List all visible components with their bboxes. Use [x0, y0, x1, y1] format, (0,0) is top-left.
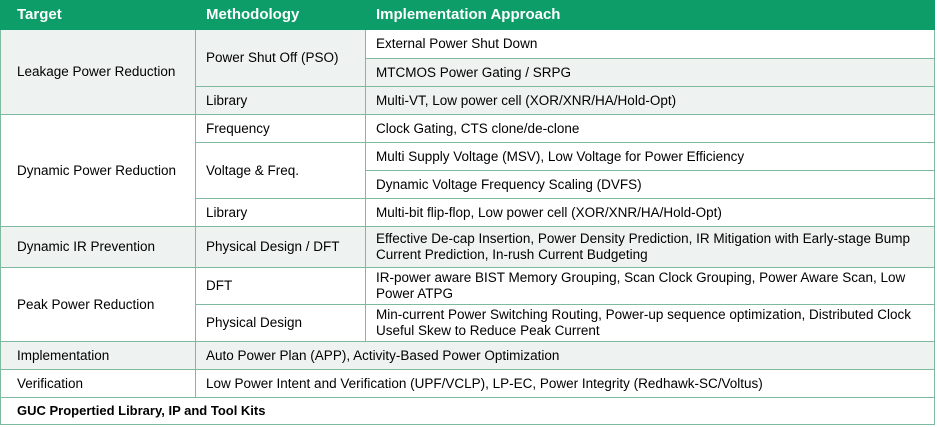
table-row: Implementation Auto Power Plan (APP), Ac… — [0, 341, 935, 370]
approach-cell: Auto Power Plan (APP), Activity-Based Po… — [195, 341, 935, 370]
target-dynamic: Dynamic Power Reduction — [0, 114, 196, 227]
footer-row: GUC Propertied Library, IP and Tool Kits — [0, 397, 935, 425]
header-implementation-approach: Implementation Approach — [365, 0, 935, 30]
approach-cell: Multi Supply Voltage (MSV), Low Voltage … — [365, 142, 935, 171]
table-row: Dynamic IR Prevention Physical Design / … — [0, 226, 935, 268]
table-row: Physical Design Min-current Power Switch… — [1, 304, 935, 342]
method-dft: DFT — [195, 267, 366, 305]
approach-cell: Clock Gating, CTS clone/de-clone — [365, 114, 935, 143]
table-row: Dynamic Voltage Frequency Scaling (DVFS) — [1, 170, 935, 199]
table-row: MTCMOS Power Gating / SRPG — [1, 58, 935, 87]
table-row: Library Multi-VT, Low power cell (XOR/XN… — [1, 86, 935, 115]
target-ir: Dynamic IR Prevention — [0, 226, 196, 268]
method-pd-dft: Physical Design / DFT — [195, 226, 366, 268]
approach-cell: MTCMOS Power Gating / SRPG — [365, 58, 935, 87]
table-row: Dynamic Power Reduction Frequency Clock … — [0, 114, 935, 227]
table-row: Voltage & Freq. Multi Supply Voltage (MS… — [1, 142, 935, 199]
header-target: Target — [0, 0, 196, 30]
target-implementation: Implementation — [0, 341, 196, 370]
method-frequency: Frequency — [195, 114, 366, 143]
approach-cell: IR-power aware BIST Memory Grouping, Sca… — [365, 267, 935, 305]
method-pso: Power Shut Off (PSO) — [195, 29, 366, 87]
method-physical-design: Physical Design — [195, 304, 366, 342]
method-voltage-freq: Voltage & Freq. — [195, 142, 366, 199]
approach-cell: Multi-VT, Low power cell (XOR/XNR/HA/Hol… — [365, 86, 935, 115]
header-methodology: Methodology — [195, 0, 366, 30]
table-row: Verification Low Power Intent and Verifi… — [0, 369, 935, 398]
method-library: Library — [195, 198, 366, 227]
table-row: Library Multi-bit flip-flop, Low power c… — [1, 198, 935, 227]
footer-note: GUC Propertied Library, IP and Tool Kits — [0, 397, 935, 425]
approach-cell: External Power Shut Down — [365, 29, 935, 59]
approach-cell: Dynamic Voltage Frequency Scaling (DVFS) — [365, 170, 935, 199]
target-verification: Verification — [0, 369, 196, 398]
method-library: Library — [195, 86, 366, 115]
target-leakage: Leakage Power Reduction — [0, 29, 196, 115]
approach-cell: Multi-bit flip-flop, Low power cell (XOR… — [365, 198, 935, 227]
table-row: Leakage Power Reduction Power Shut Off (… — [0, 29, 935, 115]
approach-cell: Min-current Power Switching Routing, Pow… — [365, 304, 935, 342]
header-row: Target Methodology Implementation Approa… — [0, 0, 935, 30]
approach-cell: Effective De-cap Insertion, Power Densit… — [365, 226, 935, 268]
table-row: Peak Power Reduction DFT IR-power aware … — [0, 267, 935, 342]
target-peak: Peak Power Reduction — [0, 267, 196, 342]
approach-cell: Low Power Intent and Verification (UPF/V… — [195, 369, 935, 398]
